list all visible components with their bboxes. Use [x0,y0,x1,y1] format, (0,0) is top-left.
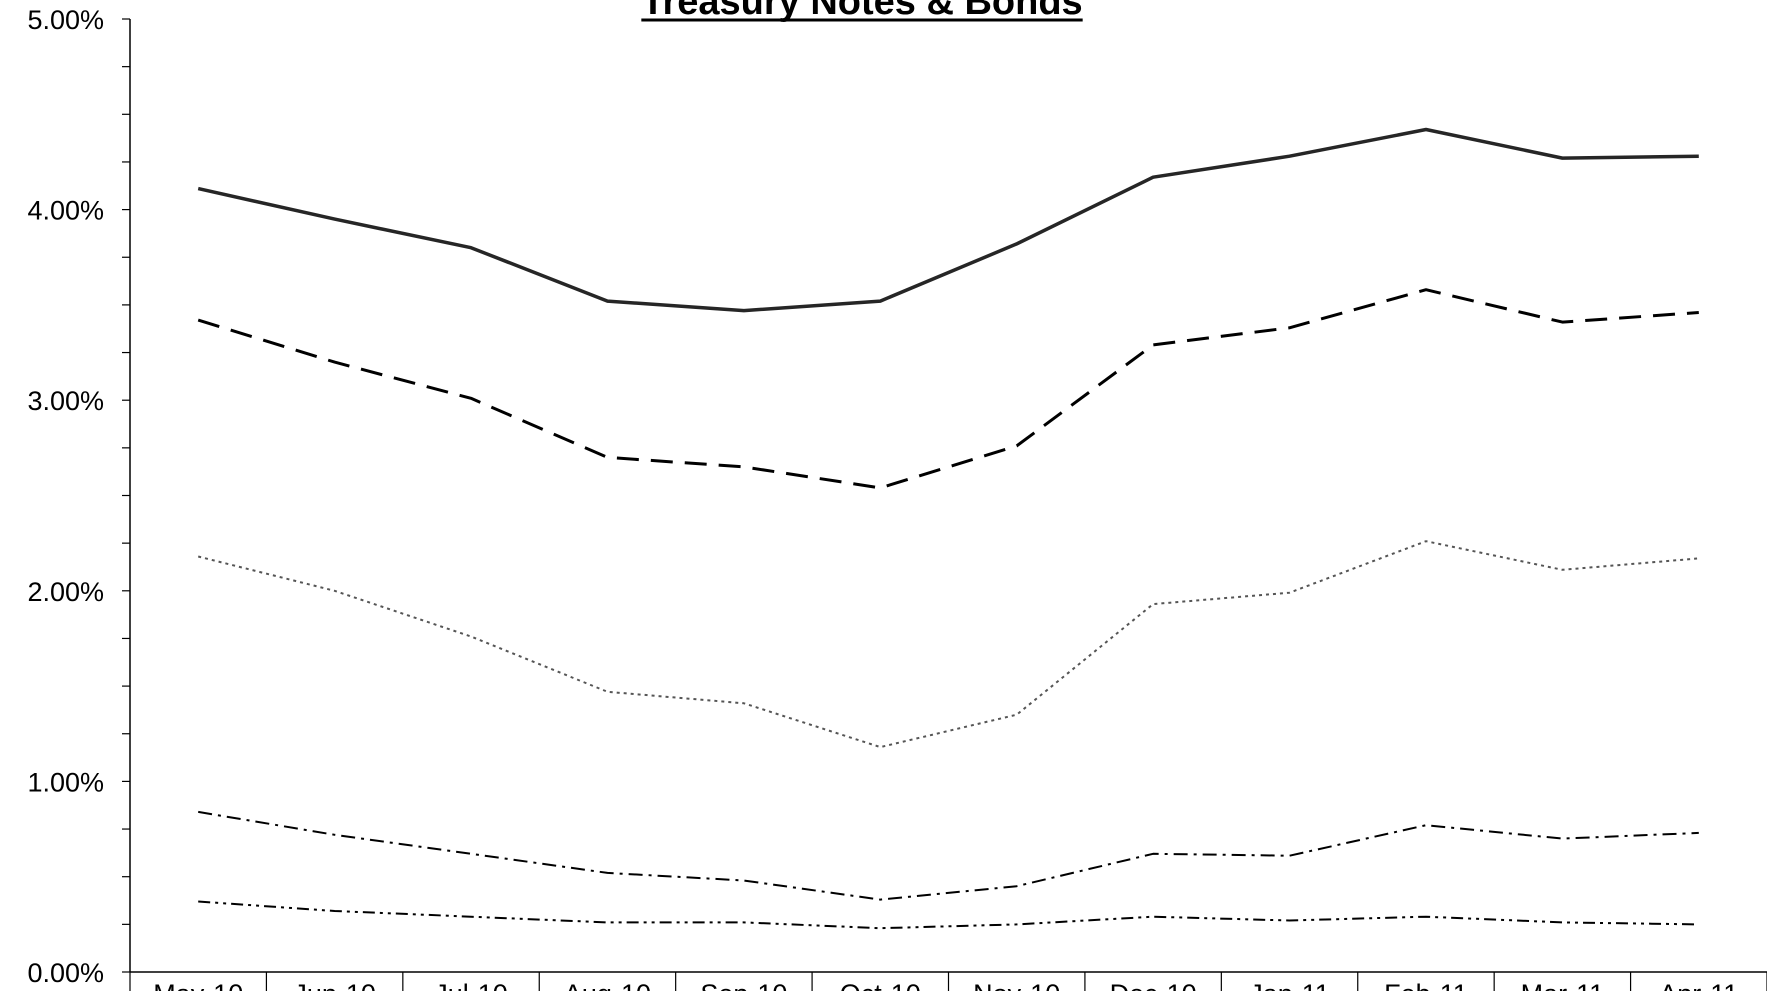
x-tick-label: May-10 [153,979,243,991]
series-line-5 [198,902,1699,929]
series-lines [198,130,1699,929]
x-tick-label: Nov-10 [973,979,1060,991]
y-tick-label: 2.00% [27,577,104,607]
series-line-2 [198,290,1699,488]
x-tick-label: Jan-11 [1249,979,1330,991]
series-line-3 [198,541,1699,747]
y-tick-label: 3.00% [27,386,104,416]
y-tick-label: 0.00% [27,958,104,988]
y-tick-label: 1.00% [27,767,104,797]
tick-labels: 0.00% 1.00% 2.00% 3.00% 4.00% 5.00% May-10 Jun-… [27,5,1738,991]
x-tick-label: Jul-10 [434,979,508,991]
y-tick-label: 4.00% [27,196,104,226]
axes [122,19,1767,991]
x-tick-label: Sep-10 [700,979,787,991]
x-tick-label: Jun-10 [293,979,376,991]
x-tick-label: Mar-11 [1521,979,1605,991]
x-tick-label: Aug-10 [564,979,651,991]
x-tick-label: Apr-11 [1659,979,1738,991]
series-line-4 [198,812,1699,900]
y-tick-label: 5.00% [27,5,104,35]
x-tick-label: Feb-11 [1384,979,1468,991]
x-tick-label: Dec-10 [1110,979,1197,991]
x-tick-label: Oct-10 [840,979,921,991]
series-line-1 [198,130,1699,311]
